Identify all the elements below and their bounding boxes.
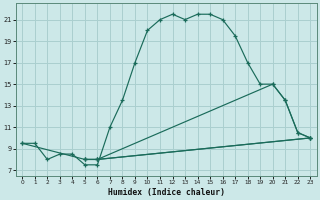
X-axis label: Humidex (Indice chaleur): Humidex (Indice chaleur) [108,188,225,197]
